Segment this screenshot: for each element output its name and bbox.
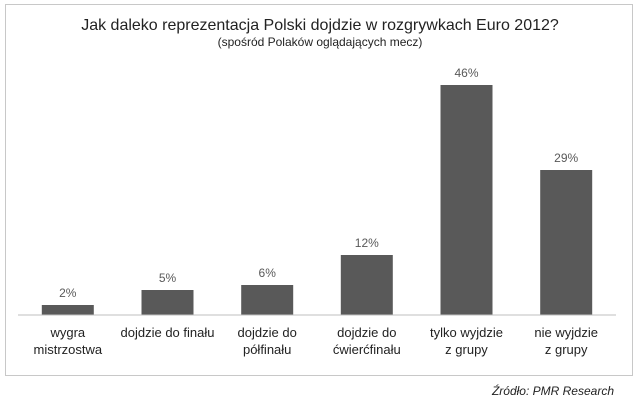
bar-4 — [340, 255, 393, 315]
bar-5 — [440, 85, 493, 315]
bar-3 — [241, 285, 294, 315]
category-label-line: wygra — [49, 325, 85, 340]
category-labels-group: wygra mistrzostwa dojdzie do finału dojdzie… — [33, 325, 598, 357]
category-label-6: nie wyjdzie z grupy — [534, 325, 598, 357]
category-label-line: dojdzie do finału — [121, 325, 215, 340]
category-label-line: tylko wyjdzie — [430, 325, 503, 340]
category-label-line: z grupy — [545, 342, 588, 357]
chart-frame — [5, 4, 633, 376]
category-label-line: półfinału — [243, 342, 291, 357]
category-label-line: z grupy — [445, 342, 488, 357]
category-label-4: dojdzie do ćwierćfinału — [333, 325, 401, 357]
category-label-5: tylko wyjdzie z grupy — [430, 325, 503, 357]
category-label-line: dojdzie do — [337, 325, 396, 340]
bar-2 — [141, 290, 194, 315]
source-note: Źródło: PMR Research — [491, 384, 614, 398]
data-label-3: 6% — [259, 266, 277, 280]
data-label-2: 5% — [159, 271, 177, 285]
bars-group — [41, 85, 593, 315]
data-label-5: 46% — [454, 66, 478, 80]
bar-6 — [540, 170, 593, 315]
chart-title: Jak daleko reprezentacja Polski dojdzie … — [81, 17, 559, 34]
category-label-line: dojdzie do — [238, 325, 297, 340]
category-label-1: wygra mistrzostwa — [33, 325, 102, 357]
data-labels-group: 2% 5% 6% 12% 46% 29% — [59, 66, 578, 300]
category-label-line: ćwierćfinału — [333, 342, 401, 357]
data-label-1: 2% — [59, 286, 77, 300]
data-label-6: 29% — [554, 151, 578, 165]
category-label-2: dojdzie do finału — [121, 325, 215, 340]
category-label-3: dojdzie do półfinału — [238, 325, 297, 357]
category-label-line: nie wyjdzie — [534, 325, 598, 340]
bar-1 — [41, 305, 94, 315]
data-label-4: 12% — [355, 236, 379, 250]
chart-subtitle: (spośród Polaków oglądających mecz) — [218, 35, 423, 49]
category-label-line: mistrzostwa — [33, 342, 102, 357]
